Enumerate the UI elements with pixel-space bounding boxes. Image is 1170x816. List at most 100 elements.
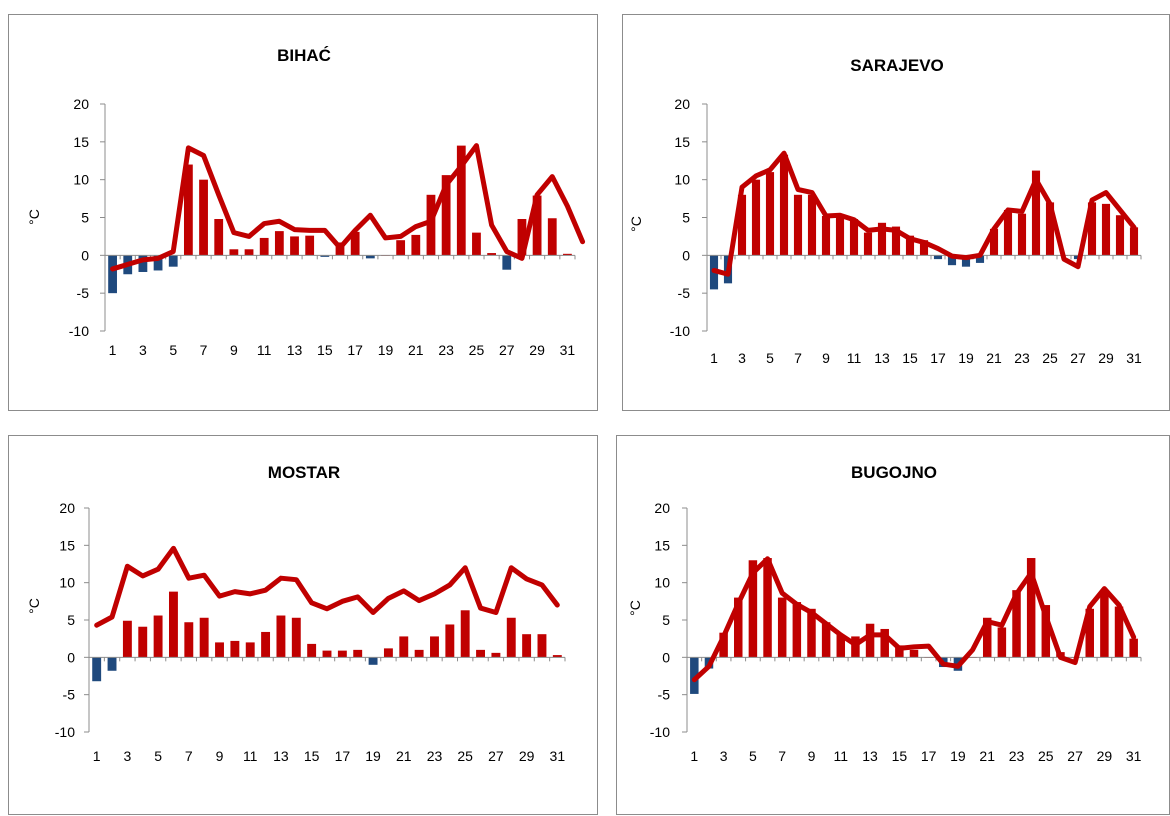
x-tick-label: 29 — [1098, 350, 1114, 366]
bar — [1115, 215, 1125, 256]
y-tick-label: 15 — [674, 134, 690, 150]
bar — [153, 615, 163, 658]
bar — [737, 194, 747, 256]
bar — [108, 255, 117, 294]
x-tick-label: 21 — [986, 350, 1002, 366]
chart-title: MOSTAR — [268, 463, 340, 482]
bar — [290, 236, 299, 256]
bar — [909, 649, 919, 658]
bar — [168, 255, 178, 267]
bar — [779, 154, 789, 256]
x-tick-label: 31 — [560, 342, 576, 358]
bar — [320, 255, 330, 257]
x-tick-label: 5 — [169, 342, 177, 358]
bar — [441, 175, 451, 256]
bar — [821, 622, 831, 658]
x-tick-label: 13 — [862, 748, 878, 764]
bar — [456, 145, 466, 256]
x-tick-label: 27 — [499, 342, 515, 358]
y-tick-label: -5 — [63, 687, 76, 703]
x-tick-label: 3 — [720, 748, 728, 764]
y-tick-label: -10 — [670, 323, 690, 339]
bar — [1041, 605, 1051, 658]
bar — [517, 219, 527, 256]
x-tick-label: 19 — [958, 350, 974, 366]
x-tick-label: 9 — [230, 342, 238, 358]
bar — [1129, 227, 1139, 256]
line-series — [110, 143, 586, 272]
bar — [719, 632, 728, 658]
bar — [153, 255, 163, 271]
bar — [1100, 590, 1109, 658]
bar — [537, 634, 547, 658]
bar — [792, 602, 802, 658]
bar — [491, 652, 501, 658]
x-tick-label: 23 — [1014, 350, 1030, 366]
bar — [92, 657, 102, 682]
bar — [276, 615, 286, 658]
bar — [184, 622, 194, 658]
bar — [547, 218, 557, 256]
bar — [305, 235, 315, 256]
x-tick-label: 11 — [243, 748, 258, 764]
x-tick-label: 31 — [1126, 748, 1142, 764]
x-tick-label: 3 — [738, 350, 746, 366]
x-tick-label: 13 — [273, 748, 289, 764]
x-tick-label: 17 — [335, 748, 351, 764]
y-axis-label: °C — [628, 216, 644, 232]
x-tick-label: 5 — [154, 748, 162, 764]
chart-panel-mostar: MOSTAR °C -10 -5 0 5 10 15 20 1 3 5 7 9 11 13 15 17 19 21 23… — [8, 435, 598, 815]
y-tick-label: 0 — [682, 247, 690, 263]
x-tick-label: 17 — [930, 350, 946, 366]
x-tick-label: 7 — [778, 748, 786, 764]
bar — [353, 649, 363, 658]
bar — [414, 649, 424, 658]
bar — [989, 228, 999, 256]
bar — [230, 640, 240, 658]
x-tick-label: 25 — [1038, 748, 1054, 764]
bar — [961, 255, 971, 267]
bar — [472, 232, 481, 256]
x-tick-label: 21 — [979, 748, 995, 764]
y-tick-label: 20 — [674, 96, 690, 112]
y-tick-label: -10 — [69, 323, 89, 339]
x-tick-label: 11 — [847, 350, 862, 366]
bar — [1085, 608, 1094, 658]
bar — [399, 636, 409, 658]
x-tick-label: 31 — [550, 748, 566, 764]
bar — [411, 234, 421, 256]
bar — [835, 215, 845, 256]
y-tick-label: -10 — [55, 724, 75, 740]
x-tick-label: 23 — [427, 748, 443, 764]
y-tick-label: 10 — [59, 575, 75, 591]
bar — [396, 240, 406, 256]
chart-panel-bugojno: BUGOJNO °C -10 -5 0 5 10 15 20 1 3 5 7 9 11 13 15 17 19 21 2… — [616, 435, 1170, 815]
bar — [1017, 213, 1027, 256]
bar — [350, 231, 360, 256]
bar — [777, 597, 787, 658]
bar — [982, 617, 992, 658]
x-tick-label: 27 — [1067, 748, 1083, 764]
bar — [919, 240, 929, 256]
bar — [905, 235, 915, 256]
y-tick-label: 10 — [654, 575, 670, 591]
x-tick-label: 23 — [1009, 748, 1025, 764]
bar — [337, 650, 347, 658]
bar — [1129, 638, 1138, 658]
bar — [107, 657, 117, 671]
bar — [229, 249, 239, 256]
bar — [365, 255, 375, 259]
x-tick-label: 29 — [529, 342, 545, 358]
bar — [751, 179, 761, 256]
bar — [199, 617, 209, 658]
bar — [244, 249, 254, 256]
y-tick-label: 20 — [73, 96, 89, 112]
x-tick-label: 9 — [216, 748, 224, 764]
bar — [138, 626, 148, 658]
line-series — [94, 545, 560, 628]
bar — [1026, 558, 1036, 658]
bar — [763, 558, 772, 658]
x-tick-label: 11 — [834, 748, 849, 764]
bar — [863, 232, 873, 256]
